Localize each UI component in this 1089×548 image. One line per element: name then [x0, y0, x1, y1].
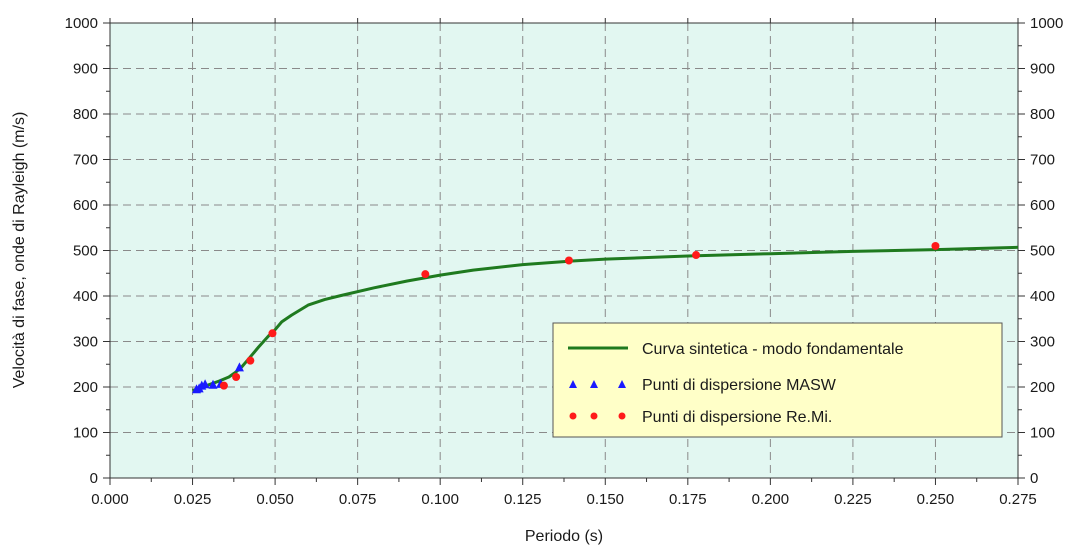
masw-point: [234, 362, 244, 372]
legend-remi-dot: [569, 412, 577, 420]
y-tick-label-right: 800: [1030, 106, 1055, 123]
x-tick-label: 0.050: [256, 491, 294, 508]
y-tick-label-left: 200: [73, 379, 98, 396]
legend-remi-dot: [618, 412, 626, 420]
legend: Curva sintetica - modo fondamentale Punt…: [552, 322, 1003, 438]
y-tick-label-right: 900: [1030, 61, 1055, 78]
x-tick-label: 0.200: [752, 491, 790, 508]
y-tick-label-left: 700: [73, 152, 98, 169]
curve-layer: [192, 245, 1019, 393]
axis-ticks: 0.000 0.025 0.050 0.075 0.100 0.125 0.150 0.175…: [65, 15, 1064, 508]
y-tick-label-left: 800: [73, 106, 98, 123]
y-tick-label-right: 600: [1030, 197, 1055, 214]
remi-point: [268, 329, 277, 338]
remi-point: [219, 381, 228, 390]
legend-remi-dot: [590, 412, 598, 420]
y-tick-label-right: 100: [1030, 425, 1055, 442]
remi-point: [421, 270, 430, 279]
legend-masw-triangle: [590, 380, 598, 388]
legend-label-curve: Curva sintetica - modo fondamentale: [642, 341, 904, 358]
y-tick-label-left: 600: [73, 197, 98, 214]
legend-masw-triangle: [569, 380, 577, 388]
x-tick-label: 0.175: [669, 491, 707, 508]
y-tick-label-left: 400: [73, 288, 98, 305]
remi-point: [564, 256, 573, 265]
x-axis-title: Periodo (s): [525, 528, 603, 545]
synthetic-curve-line: [192, 245, 1019, 393]
y-tick-label-right: 1000: [1030, 15, 1063, 32]
remi-point: [692, 251, 701, 260]
masw-point: [200, 379, 210, 389]
y-tick-label-right: 0: [1030, 470, 1038, 487]
remi-point: [232, 372, 241, 381]
y-tick-label-right: 500: [1030, 243, 1055, 260]
remi-point: [931, 241, 940, 250]
x-tick-label: 0.025: [174, 491, 212, 508]
legend-masw-triangle: [618, 380, 626, 388]
legend-label-remi: Punti di dispersione Re.Mi.: [642, 409, 832, 426]
y-tick-label-left: 1000: [65, 15, 98, 32]
y-tick-label-left: 100: [73, 425, 98, 442]
masw-point: [208, 379, 218, 389]
x-tick-label: 0.150: [586, 491, 624, 508]
y-tick-label-right: 400: [1030, 288, 1055, 305]
x-tick-label: 0.100: [421, 491, 459, 508]
legend-box: [552, 322, 1003, 438]
y-tick-label-right: 300: [1030, 334, 1055, 351]
legend-remi-swatch: [569, 412, 626, 420]
x-tick-label: 0.225: [834, 491, 872, 508]
y-tick-label-left: 900: [73, 61, 98, 78]
x-tick-label: 0.250: [917, 491, 955, 508]
y-tick-label-right: 700: [1030, 152, 1055, 169]
x-tick-label: 0.000: [91, 491, 129, 508]
x-tick-label: 0.125: [504, 491, 542, 508]
legend-label-masw: Punti di dispersione MASW: [642, 377, 837, 394]
x-tick-label: 0.275: [999, 491, 1037, 508]
legend-masw-swatch: [569, 380, 626, 388]
marker-layer: [192, 241, 940, 394]
y-tick-label-left: 0: [90, 470, 98, 487]
y-tick-label-right: 200: [1030, 379, 1055, 396]
x-tick-label: 0.075: [339, 491, 377, 508]
y-tick-label-left: 500: [73, 243, 98, 260]
y-axis-title: Velocità di fase, onde di Rayleigh (m/s): [11, 112, 28, 389]
remi-point: [246, 356, 255, 365]
y-tick-label-left: 300: [73, 334, 98, 351]
